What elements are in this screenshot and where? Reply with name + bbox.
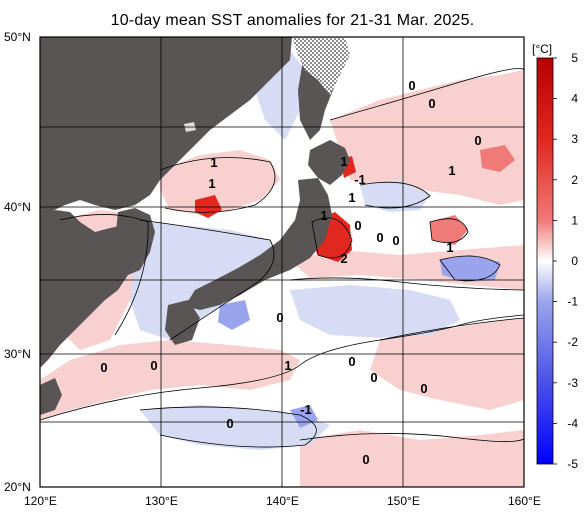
hokkaido bbox=[308, 140, 350, 185]
graticule bbox=[40, 37, 524, 487]
contour-label: 1 bbox=[446, 240, 453, 255]
sea-ice-area bbox=[292, 37, 350, 95]
contour-label: 1 bbox=[348, 190, 355, 205]
contour-label: -1 bbox=[300, 402, 312, 417]
contour-label: 1 bbox=[320, 208, 327, 223]
contour-label: 0 bbox=[348, 354, 355, 369]
contour-label: 0 bbox=[376, 230, 383, 245]
contour-label: 0 bbox=[420, 381, 427, 396]
contour-label: 1 bbox=[210, 155, 217, 170]
lat-label-30: 30°N bbox=[4, 347, 31, 361]
contour-label: 2 bbox=[340, 251, 347, 266]
contour-label: 0 bbox=[276, 310, 283, 325]
colorbar-tick-label: -5 bbox=[567, 457, 578, 471]
lon-label-120: 120°E bbox=[24, 494, 57, 508]
colorbar-gradient bbox=[536, 57, 554, 465]
map-title: 10-day mean SST anomalies for 21-31 Mar.… bbox=[110, 12, 475, 29]
colorbar-tick-label: 1 bbox=[571, 213, 578, 227]
contour-label: 0 bbox=[362, 452, 369, 467]
colorbar-tick-label: -3 bbox=[567, 376, 578, 390]
contour-label: 1 bbox=[208, 176, 215, 191]
contour-label: 1 bbox=[340, 154, 347, 169]
lat-label-50: 50°N bbox=[4, 30, 31, 44]
contour-label: 0 bbox=[428, 96, 435, 111]
lon-label-140: 140°E bbox=[266, 494, 299, 508]
contour-label: 0 bbox=[392, 233, 399, 248]
contour-label: 0 bbox=[408, 78, 415, 93]
kyushu bbox=[165, 300, 200, 345]
honshu bbox=[185, 178, 332, 310]
colorbar-tick-label: -2 bbox=[567, 335, 578, 349]
asia-mainland bbox=[40, 37, 292, 215]
contour-label: 0 bbox=[370, 370, 377, 385]
land-masses bbox=[40, 37, 350, 415]
colorbar-tick-label: 0 bbox=[571, 254, 578, 268]
contour-label: 0 bbox=[100, 360, 107, 375]
lon-label-160: 160°E bbox=[508, 494, 541, 508]
colorbar-tick-label: 4 bbox=[571, 92, 578, 106]
lat-label-20: 20°N bbox=[4, 480, 31, 494]
contour-label: 0 bbox=[474, 133, 481, 148]
colorbar: [°C] 5 4 3 2 1 0 -1 -2 -3 -4 -5 bbox=[532, 42, 578, 471]
contour-label: -1 bbox=[354, 172, 366, 187]
contour-label: 0 bbox=[354, 218, 361, 233]
colorbar-tick-label: -4 bbox=[567, 416, 578, 430]
contour-label: 0 bbox=[150, 358, 157, 373]
contour-label: 1 bbox=[448, 163, 455, 178]
colorbar-ticks: 5 4 3 2 1 0 -1 -2 -3 -4 -5 bbox=[553, 51, 578, 471]
taiwan bbox=[40, 378, 62, 415]
lon-label-130: 130°E bbox=[145, 494, 178, 508]
contour-label: 0 bbox=[226, 416, 233, 431]
lon-label-150: 150°E bbox=[387, 494, 420, 508]
contour-label: 1 bbox=[284, 358, 291, 373]
colorbar-tick-label: -1 bbox=[567, 295, 578, 309]
korean-peninsula bbox=[115, 208, 155, 275]
map-frame bbox=[39, 36, 525, 488]
positive-anomaly-areas bbox=[40, 70, 524, 487]
colorbar-tick-label: 3 bbox=[571, 132, 578, 146]
lat-label-40: 40°N bbox=[4, 200, 31, 214]
contour-lines bbox=[40, 68, 524, 448]
colorbar-unit: [°C] bbox=[532, 42, 552, 56]
colorbar-tick-label: 5 bbox=[571, 51, 578, 65]
colorbar-tick-label: 2 bbox=[571, 173, 578, 187]
